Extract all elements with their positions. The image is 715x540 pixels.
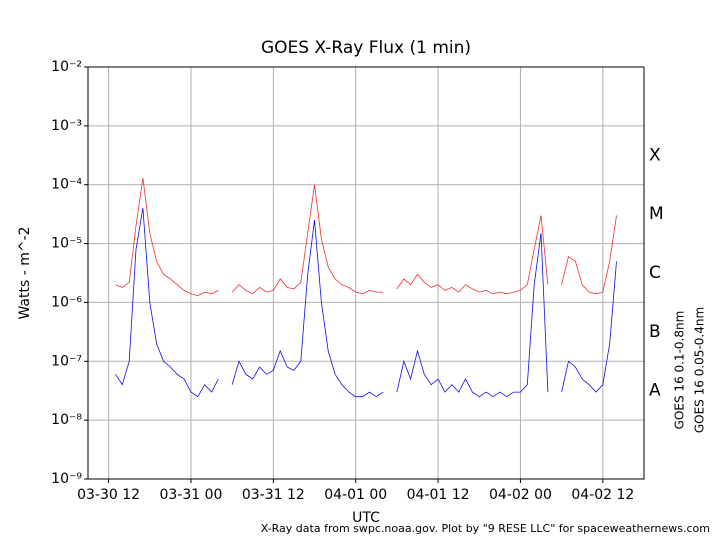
x-tick-label: 03-30 12 [77, 487, 140, 503]
y-tick-label: 10⁻⁴ [51, 177, 82, 193]
y-tick-label: 10⁻⁹ [51, 471, 82, 487]
x-tick-label: 03-31 12 [242, 487, 305, 503]
y-tick-label: 10⁻⁵ [51, 236, 82, 252]
y-tick-label: 10⁻² [51, 59, 82, 75]
series-line [115, 177, 617, 297]
flare-class-label: B [649, 322, 661, 342]
x-tick-label: 04-02 00 [489, 487, 552, 503]
x-tick-label: 04-01 00 [324, 487, 387, 503]
x-axis-label: UTC [352, 510, 380, 526]
y-axis-label: Watts - m^-2 [17, 226, 33, 319]
series-line [115, 208, 617, 398]
plot-frame [87, 66, 645, 480]
x-tick-label: 03-31 00 [159, 487, 222, 503]
y-tick-label: 10⁻⁸ [51, 412, 82, 428]
flare-class-label: A [649, 381, 661, 401]
x-tick-label: 04-01 12 [407, 487, 470, 503]
chart-title: GOES X-Ray Flux (1 min) [261, 38, 471, 58]
flare-class-label: M [649, 204, 664, 224]
y-tick-label: 10⁻⁶ [51, 294, 82, 310]
flare-class-label: X [649, 145, 661, 165]
legend-entry: GOES 16 0.1-0.8nm [673, 311, 687, 430]
credit: X-Ray data from swpc.noaa.gov. Plot by "… [261, 522, 710, 535]
y-tick-label: 10⁻³ [51, 118, 82, 134]
x-tick-label: 04-02 12 [571, 487, 634, 503]
y-tick-label: 10⁻⁷ [51, 353, 82, 369]
flare-class-label: C [649, 263, 661, 283]
legend-entry: GOES 16 0.05-0.4nm [693, 307, 707, 433]
